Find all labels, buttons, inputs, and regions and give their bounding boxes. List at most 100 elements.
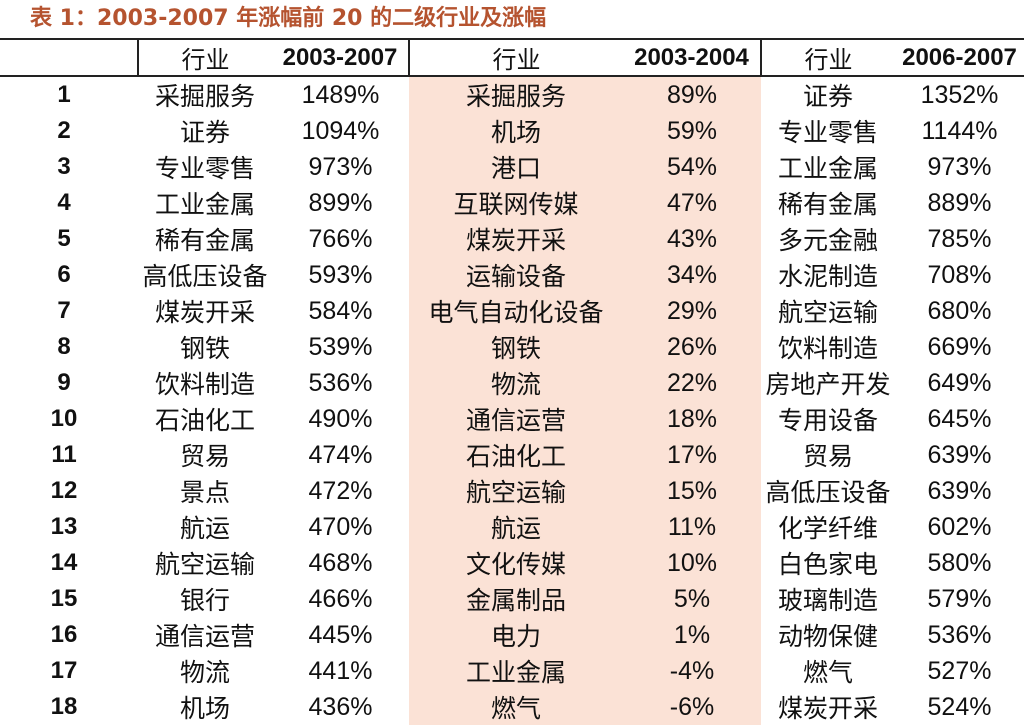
rank-cell: 11 [51,441,77,468]
rank-cell: 18 [50,693,78,720]
rank-cell: 16 [50,621,78,648]
industry-2003-2007: 通信运营 [154,622,255,651]
gain-2003-2007: 490% [308,404,373,433]
gain-2003-2007: 441% [308,656,373,685]
industry-2003-2004: 航运 [409,509,623,545]
industry-2003-2004: 工业金属 [409,653,623,689]
gain-2003-2004: 47% [623,185,761,221]
industry-gains-table: 行业 2003-2007 行业 2003-2004 行业 2006-2007 1… [0,38,1024,725]
gain-2006-2007: 527% [927,656,992,685]
gain-2006-2007: 889% [927,188,992,217]
gain-2006-2007: 649% [927,368,992,397]
industry-2003-2004: 文化传媒 [409,545,623,581]
gain-2003-2007: 436% [308,692,373,721]
industry-2006-2007: 水泥制造 [777,262,878,291]
gain-2003-2007: 899% [308,188,373,217]
industry-2003-2007: 银行 [179,586,230,615]
table-row: 4 工业金属 899% 互联网传媒 47% 稀有金属 889% [0,185,1024,221]
gain-2003-2004: 10% [623,545,761,581]
industry-2006-2007: 多元金融 [777,226,878,255]
gain-2003-2004: -4% [623,653,761,689]
gain-2006-2007: 639% [927,440,992,469]
table-row: 12 景点 472% 航空运输 15% 高低压设备 639% [0,473,1024,509]
industry-2003-2004: 航空运输 [409,473,623,509]
industry-2003-2004: 采掘服务 [409,76,623,113]
header-period-2003-2007: 2003-2007 [272,38,409,77]
gain-2003-2004: 15% [623,473,761,509]
gain-2003-2007: 593% [308,260,373,289]
table-row: 14 航空运输 468% 文化传媒 10% 白色家电 580% [0,545,1024,581]
industry-2003-2004: 电力 [409,617,623,653]
gain-2003-2007: 470% [308,512,373,541]
industry-2003-2004: 电气自动化设备 [409,293,623,329]
industry-2006-2007: 工业金属 [777,154,878,183]
gain-2003-2007: 766% [308,224,373,253]
gain-2003-2004: 11% [623,509,761,545]
header-industry-3: 行业 [760,38,895,77]
table-row: 18 机场 436% 燃气 -6% 煤炭开采 524% [0,689,1024,725]
header-industry-2: 行业 [408,38,623,77]
gain-2006-2007: 536% [927,620,992,649]
rank-cell: 6 [57,261,71,288]
gain-2003-2004: 17% [623,437,761,473]
industry-2003-2007: 景点 [179,478,230,507]
gain-2003-2007: 584% [308,296,373,325]
industry-2003-2007: 稀有金属 [154,226,255,255]
industry-2003-2007: 证券 [179,118,230,147]
rank-cell: 17 [50,657,78,684]
gain-2003-2007: 973% [308,152,373,181]
gain-2003-2004: 29% [623,293,761,329]
industry-2003-2004: 通信运营 [409,401,623,437]
industry-2003-2007: 煤炭开采 [154,298,255,327]
gain-2003-2004: 5% [623,581,761,617]
table-row: 1 采掘服务 1489% 采掘服务 89% 证券 1352% [0,76,1024,113]
industry-2006-2007: 动物保健 [777,622,878,651]
industry-2006-2007: 专用设备 [777,406,878,435]
table-row: 7 煤炭开采 584% 电气自动化设备 29% 航空运输 680% [0,293,1024,329]
industry-2003-2004: 互联网传媒 [409,185,623,221]
gain-2006-2007: 973% [927,152,992,181]
gain-2003-2007: 539% [308,332,373,361]
gain-2006-2007: 639% [927,476,992,505]
table-row: 2 证券 1094% 机场 59% 专业零售 1144% [0,113,1024,149]
header-period-2006-2007: 2006-2007 [895,38,1024,77]
table-row: 6 高低压设备 593% 运输设备 34% 水泥制造 708% [0,257,1024,293]
table-row: 3 专业零售 973% 港口 54% 工业金属 973% [0,149,1024,185]
industry-2006-2007: 稀有金属 [777,190,878,219]
rank-cell: 4 [57,189,71,216]
gain-2006-2007: 580% [927,548,992,577]
table-header: 行业 2003-2007 行业 2003-2004 行业 2006-2007 [0,38,1024,77]
gain-2003-2004: 43% [623,221,761,257]
industry-gains-table-container: 行业 2003-2007 行业 2003-2004 行业 2006-2007 1… [0,38,1024,725]
industry-2003-2007: 采掘服务 [154,82,255,111]
industry-2003-2007: 高低压设备 [142,262,268,291]
gain-2003-2004: 26% [623,329,761,365]
table-row: 17 物流 441% 工业金属 -4% 燃气 527% [0,653,1024,689]
industry-2003-2004: 物流 [409,365,623,401]
industry-2003-2004: 钢铁 [409,329,623,365]
industry-2003-2007: 石油化工 [154,406,255,435]
table-row: 5 稀有金属 766% 煤炭开采 43% 多元金融 785% [0,221,1024,257]
rank-cell: 2 [57,117,71,144]
industry-2003-2007: 贸易 [179,442,230,471]
rank-cell: 13 [50,513,78,540]
rank-cell: 3 [57,153,71,180]
industry-2006-2007: 航空运输 [777,298,878,327]
gain-2006-2007: 708% [927,260,992,289]
rank-cell: 8 [57,333,71,360]
table-row: 11 贸易 474% 石油化工 17% 贸易 639% [0,437,1024,473]
gain-2003-2007: 468% [308,548,373,577]
industry-2006-2007: 煤炭开采 [777,694,878,723]
gain-2003-2007: 445% [308,620,373,649]
gain-2006-2007: 785% [927,224,992,253]
gain-2003-2004: 22% [623,365,761,401]
gain-2003-2004: 18% [623,401,761,437]
gain-2006-2007: 1352% [920,80,999,109]
gain-2003-2007: 1094% [301,116,380,145]
rank-cell: 1 [57,81,71,108]
industry-2003-2007: 钢铁 [179,334,230,363]
table-body: 1 采掘服务 1489% 采掘服务 89% 证券 1352% 2 证券 1094% 机场 59% 专业零… [0,76,1024,725]
table-row: 13 航运 470% 航运 11% 化学纤维 602% [0,509,1024,545]
rank-cell: 15 [50,585,78,612]
table-row: 16 通信运营 445% 电力 1% 动物保健 536% [0,617,1024,653]
